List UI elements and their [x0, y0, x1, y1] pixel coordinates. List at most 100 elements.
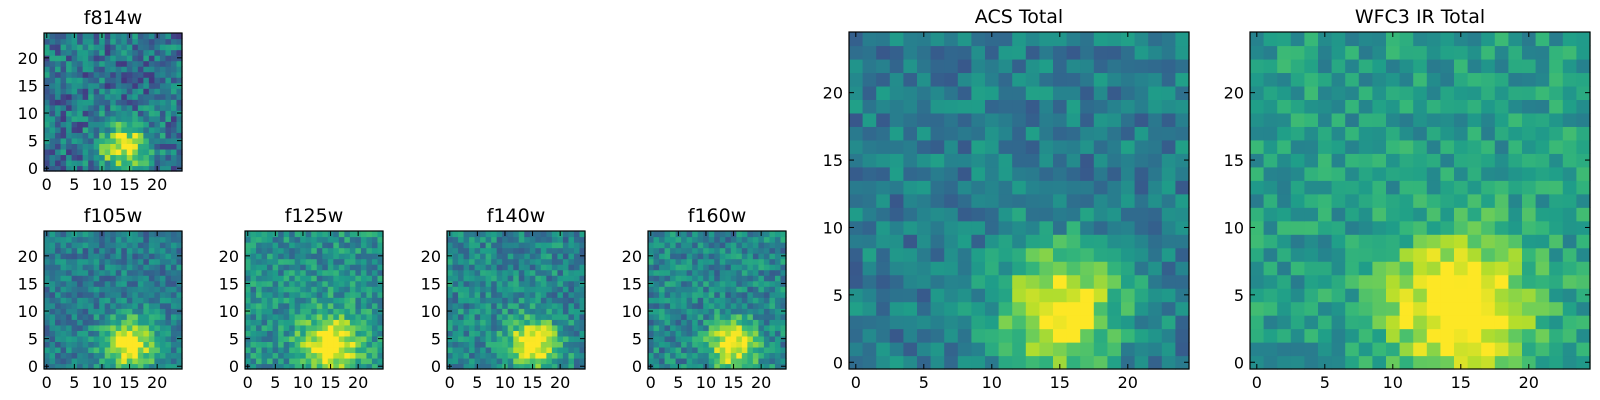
- heatmap-cell: [159, 247, 167, 254]
- heatmap-cell: [944, 274, 959, 289]
- heatmap-cell: [557, 275, 564, 282]
- heatmap-cell: [1386, 301, 1401, 316]
- heatmap-cell: [289, 280, 296, 287]
- heatmap-cell: [344, 341, 351, 348]
- heatmap-cell: [360, 253, 368, 260]
- heatmap-cell: [1175, 328, 1190, 343]
- heatmap-cell: [77, 126, 84, 133]
- heatmap-cell: [110, 60, 117, 67]
- heatmap-cell: [491, 258, 498, 265]
- heatmap-cell: [1562, 32, 1577, 47]
- heatmap-cell: [1263, 112, 1278, 127]
- heatmap-cell: [256, 280, 263, 287]
- heatmap-cell: [1454, 328, 1469, 343]
- heatmap-cell: [551, 247, 558, 254]
- heatmap-cell: [1263, 342, 1278, 357]
- heatmap-cell: [1263, 99, 1278, 114]
- heatmap-cell: [77, 302, 84, 309]
- heatmap-cell: [675, 258, 682, 265]
- y-tick-label: 0: [229, 357, 239, 376]
- heatmap-cell: [736, 319, 743, 326]
- heatmap-cell: [1080, 328, 1095, 343]
- heatmap-cell: [659, 308, 666, 315]
- heatmap-cell: [463, 286, 470, 293]
- heatmap-cell: [747, 297, 754, 304]
- heatmap-cell: [540, 297, 547, 304]
- heatmap-cell: [780, 269, 787, 276]
- x-tick-label: 5: [69, 373, 79, 392]
- heatmap-cell: [747, 264, 754, 271]
- heatmap-cell: [1345, 301, 1360, 316]
- heatmap-cell: [1467, 207, 1482, 222]
- heatmap-cell: [697, 308, 704, 315]
- heatmap-cell: [104, 154, 111, 161]
- heatmap-cell: [944, 288, 959, 303]
- heatmap-cell: [1454, 126, 1469, 141]
- heatmap-cell: [463, 302, 470, 309]
- heatmap-cell: [957, 301, 972, 316]
- heatmap-cell: [278, 313, 285, 320]
- heatmap-cell: [780, 346, 787, 354]
- heatmap-cell: [862, 288, 877, 303]
- heatmap-cell: [535, 313, 542, 320]
- heatmap-cell: [165, 269, 172, 276]
- heatmap-cell: [289, 313, 296, 320]
- heatmap-cell: [327, 341, 334, 348]
- heatmap-cell: [849, 153, 864, 168]
- heatmap-cell: [670, 275, 677, 282]
- heatmap-cell: [579, 286, 586, 293]
- heatmap-cell: [176, 49, 183, 56]
- heatmap-cell: [55, 71, 62, 78]
- heatmap-cell: [256, 286, 263, 293]
- heatmap-cell: [1175, 315, 1190, 330]
- heatmap-cell: [344, 319, 351, 326]
- heatmap-cell: [1148, 207, 1163, 222]
- heatmap-cell: [165, 297, 172, 304]
- heatmap-cell: [1277, 234, 1292, 249]
- heatmap-cell: [1290, 180, 1305, 195]
- heatmap-cell: [1576, 193, 1591, 208]
- heatmap-cell: [474, 291, 481, 298]
- heatmap-cell: [267, 346, 274, 354]
- heatmap-cell: [132, 352, 139, 359]
- heatmap-cell: [1331, 234, 1346, 249]
- heatmap-cell: [115, 49, 122, 56]
- heatmap-cell: [333, 308, 340, 315]
- heatmap-cell: [121, 275, 128, 282]
- heatmap-cell: [1372, 220, 1387, 235]
- heatmap-cell: [104, 60, 111, 67]
- heatmap-cell: [267, 319, 274, 326]
- heatmap-cell: [256, 275, 263, 282]
- heatmap-cell: [957, 288, 972, 303]
- heatmap-cell: [143, 242, 150, 249]
- heatmap-cell: [82, 44, 89, 51]
- heatmap-cell: [377, 302, 384, 309]
- heatmap-cell: [99, 110, 106, 117]
- heatmap-cell: [143, 143, 150, 150]
- heatmap-cell: [93, 159, 100, 167]
- heatmap-cell: [730, 280, 737, 287]
- heatmap-cell: [675, 297, 682, 304]
- heatmap-cell: [664, 258, 671, 265]
- heatmap-cell: [518, 236, 525, 243]
- heatmap-cell: [524, 302, 531, 309]
- heatmap-cell: [1290, 207, 1305, 222]
- heatmap-cell: [137, 38, 144, 45]
- heatmap-cell: [675, 357, 682, 365]
- heatmap-cell: [524, 324, 531, 331]
- heatmap-cell: [71, 82, 78, 89]
- heatmap-cell: [110, 297, 117, 304]
- heatmap-cell: [165, 242, 172, 249]
- heatmap-cell: [1012, 112, 1027, 127]
- heatmap-cell: [1093, 301, 1108, 316]
- heatmap-cell: [769, 286, 776, 293]
- heatmap-cell: [71, 159, 78, 167]
- heatmap-cell: [283, 302, 290, 309]
- heatmap-cell: [452, 357, 459, 365]
- heatmap-cell: [876, 207, 891, 222]
- heatmap-cell: [998, 288, 1013, 303]
- heatmap-cell: [88, 352, 95, 359]
- heatmap-cell: [540, 330, 547, 337]
- heatmap-cell: [1277, 139, 1292, 154]
- heatmap-cell: [170, 346, 178, 354]
